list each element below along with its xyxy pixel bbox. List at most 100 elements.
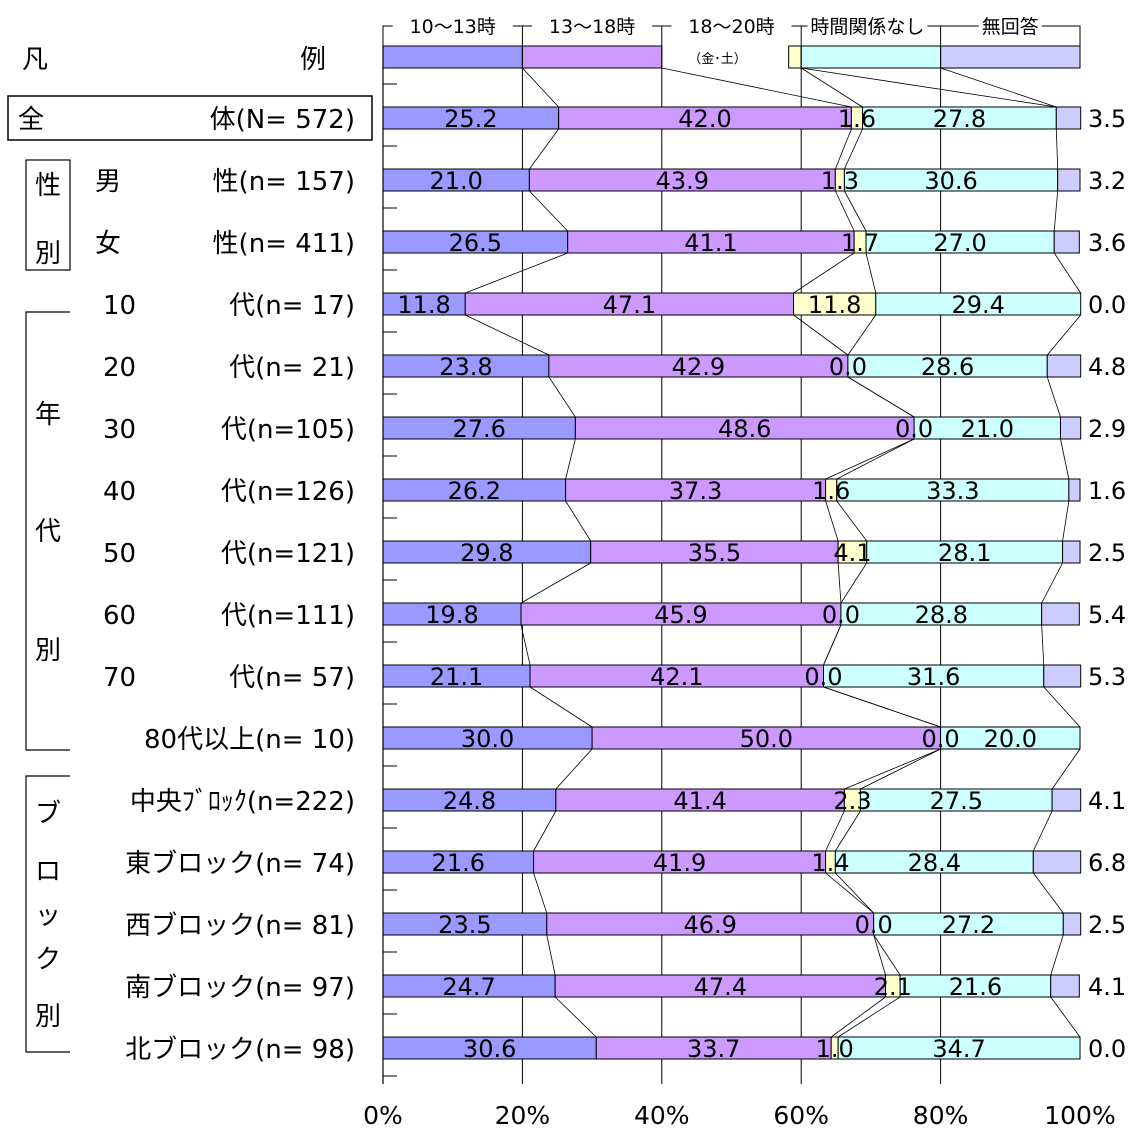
connector-line bbox=[801, 67, 1057, 108]
row-label: 80代以上(n= 10) bbox=[144, 725, 355, 755]
bar-segment bbox=[1068, 478, 1081, 502]
connector-line bbox=[873, 934, 886, 976]
data-label: 0.0 bbox=[895, 415, 933, 443]
data-label: 28.1 bbox=[938, 539, 991, 567]
x-tick-label: 80% bbox=[913, 1101, 969, 1130]
data-label: 35.5 bbox=[688, 539, 741, 567]
connector-line bbox=[800, 67, 863, 108]
group-block-bracket bbox=[25, 775, 70, 1053]
data-label: 31.6 bbox=[907, 663, 960, 691]
connector-line bbox=[1055, 128, 1059, 170]
connector-line bbox=[793, 314, 849, 356]
group-age-char: 代 bbox=[35, 517, 61, 547]
data-label: 0.0 bbox=[855, 911, 893, 939]
group-sex-char: 性 bbox=[35, 171, 61, 201]
connector-line bbox=[1032, 810, 1053, 852]
row-label-left: 20 bbox=[103, 353, 136, 383]
total-label-box bbox=[7, 95, 373, 141]
row-label: 代(n=105) bbox=[221, 415, 355, 445]
data-label: 30.0 bbox=[461, 725, 514, 753]
legend-title-right: 例 bbox=[300, 45, 326, 75]
data-label: 1.4 bbox=[811, 849, 849, 877]
data-label: 24.7 bbox=[442, 973, 495, 1001]
connector-line bbox=[837, 996, 901, 1038]
connector-line bbox=[1046, 376, 1061, 418]
data-label: 4.8 bbox=[1088, 353, 1126, 381]
group-block-char: ッ bbox=[35, 901, 61, 931]
data-label: 21.0 bbox=[429, 167, 482, 195]
data-label: 2.1 bbox=[874, 973, 912, 1001]
connector-line bbox=[940, 67, 1057, 108]
legend-label-bg bbox=[392, 14, 513, 36]
data-label: 5.4 bbox=[1088, 601, 1126, 629]
row-label-left: 女 bbox=[95, 229, 121, 259]
data-label: 41.4 bbox=[673, 787, 726, 815]
data-label: 33.7 bbox=[687, 1035, 740, 1063]
legend-title-left: 凡 bbox=[22, 45, 48, 75]
data-label: 5.3 bbox=[1088, 663, 1126, 691]
data-label: 20.0 bbox=[984, 725, 1037, 753]
data-label: 47.4 bbox=[694, 973, 747, 1001]
data-label: 1.6 bbox=[838, 105, 876, 133]
data-label: 27.6 bbox=[452, 415, 505, 443]
row-label: 体(N= 572) bbox=[210, 105, 355, 135]
connector-line bbox=[835, 872, 874, 914]
data-label: 0.0 bbox=[804, 663, 842, 691]
connector-line bbox=[830, 996, 886, 1038]
legend-swatch-5 bbox=[940, 45, 1081, 69]
legend-label-5: 無回答 bbox=[982, 16, 1039, 38]
row-label-left: 男 bbox=[95, 167, 121, 197]
data-label: 24.8 bbox=[443, 787, 496, 815]
data-label: 11.8 bbox=[397, 291, 450, 319]
data-label: 0.0 bbox=[922, 725, 960, 753]
connector-line bbox=[836, 500, 868, 542]
group-age-char: 年 bbox=[35, 400, 61, 430]
connector-line bbox=[565, 500, 592, 542]
x-tick-label: 0% bbox=[363, 1101, 403, 1130]
connector-line bbox=[825, 438, 915, 480]
data-label: 1.7 bbox=[841, 229, 879, 257]
data-label: 30.6 bbox=[463, 1035, 516, 1063]
row-label: 代(n=121) bbox=[221, 539, 355, 569]
connector-line bbox=[1053, 190, 1059, 232]
data-label: 50.0 bbox=[740, 725, 793, 753]
connector-line bbox=[554, 996, 597, 1038]
bar-segment bbox=[1043, 664, 1082, 688]
connector-line bbox=[835, 810, 861, 852]
data-label: 3.2 bbox=[1088, 167, 1126, 195]
data-label: 21.6 bbox=[432, 849, 485, 877]
data-label: 0.0 bbox=[1088, 291, 1126, 319]
data-label: 33.3 bbox=[926, 477, 979, 505]
connector-line bbox=[834, 128, 852, 170]
legend-label-bg bbox=[807, 14, 928, 36]
data-label: 28.6 bbox=[921, 353, 974, 381]
group-sex-char: 別 bbox=[35, 239, 61, 269]
connector-line bbox=[522, 67, 559, 108]
connector-line bbox=[465, 252, 568, 294]
data-label: 21.0 bbox=[961, 415, 1014, 443]
data-label: 46.9 bbox=[684, 911, 737, 939]
connector-line bbox=[1046, 314, 1082, 356]
row-label-left: 40 bbox=[103, 477, 136, 507]
connector-line bbox=[1051, 748, 1081, 790]
legend-label-2: 13～18時 bbox=[549, 16, 635, 38]
connector-line bbox=[529, 686, 593, 728]
data-label: 37.3 bbox=[669, 477, 722, 505]
bar-segment bbox=[1041, 602, 1080, 626]
legend-label-3: 18～20時 bbox=[688, 16, 774, 38]
row-label: 東ブロック(n= 74) bbox=[125, 849, 355, 879]
data-label: 27.0 bbox=[933, 229, 986, 257]
data-label: 41.9 bbox=[653, 849, 706, 877]
connector-line bbox=[1043, 686, 1081, 728]
bar-segment bbox=[1032, 850, 1082, 874]
connector-line bbox=[533, 872, 548, 914]
row-label-left: 10 bbox=[103, 291, 136, 321]
data-label: 1.0 bbox=[816, 1035, 854, 1063]
bar-segment bbox=[1055, 106, 1082, 130]
connector-line bbox=[844, 748, 941, 790]
legend-label-bg bbox=[671, 14, 792, 36]
row-label-left: 50 bbox=[103, 539, 136, 569]
connector-line bbox=[844, 128, 863, 170]
